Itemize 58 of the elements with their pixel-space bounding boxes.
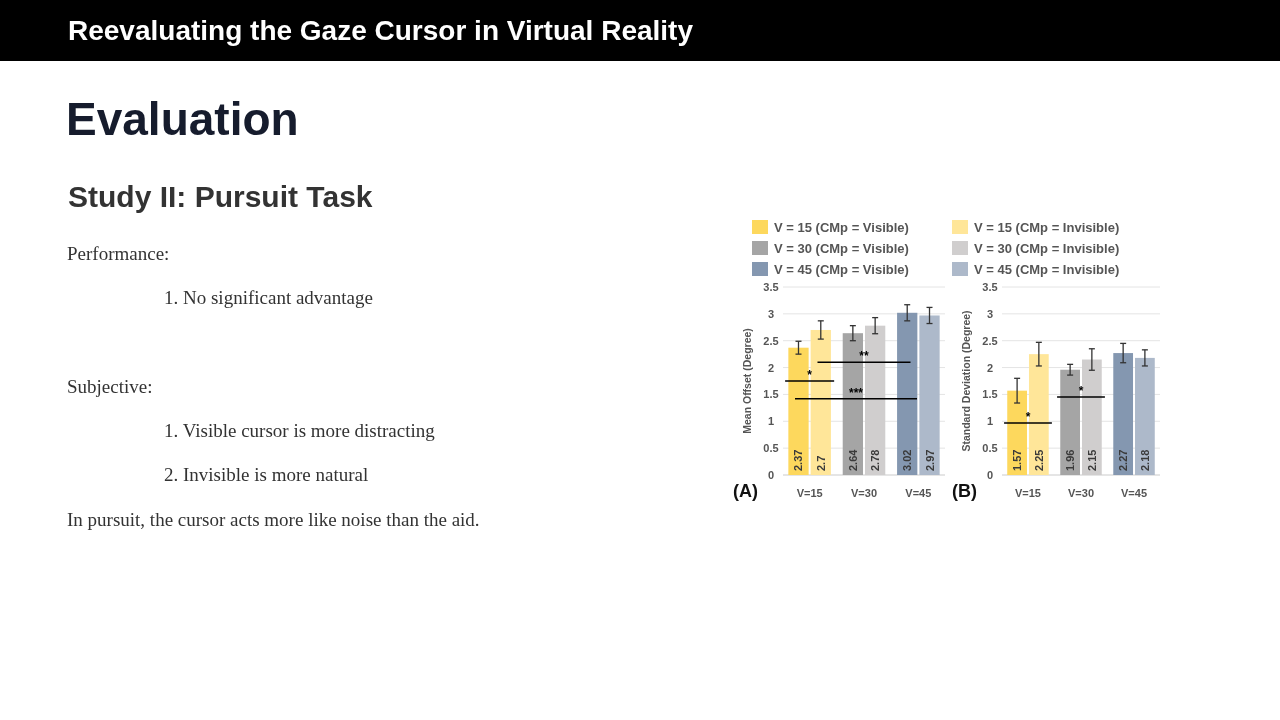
text: Study II: Pursuit Task <box>68 180 373 213</box>
x-tick-label: V=30 <box>851 487 877 499</box>
y-tick-label: 2 <box>767 361 775 374</box>
x-tick-label: V=30 <box>1068 487 1094 499</box>
text: 1. No significant advantage <box>164 287 373 308</box>
y-tick-label: 0 <box>986 469 994 481</box>
legend-label: V = 30 (CMp = Invisible) <box>974 241 1120 256</box>
data-label: 1.57 <box>1011 449 1024 471</box>
y-tick-label: 0.5 <box>982 442 998 455</box>
legend-label: V = 15 (CMp = Visible) <box>774 220 909 235</box>
y-tick-label: 1 <box>767 415 775 428</box>
text: Evaluation <box>66 93 299 145</box>
annotation: ** <box>859 349 869 364</box>
y-tick-label: 3.5 <box>763 281 779 293</box>
x-tick-label: V=15 <box>796 487 823 499</box>
y-tick-label: 1.5 <box>982 388 998 401</box>
data-label: 2.97 <box>923 449 936 471</box>
text: In pursuit, the cursor acts more like noise than the aid. <box>67 509 480 530</box>
data-label: 2.78 <box>869 449 882 471</box>
data-label: 2.25 <box>1032 449 1045 471</box>
y-tick-label: 3 <box>986 307 994 320</box>
y-tick-label: 3.5 <box>982 281 998 293</box>
legend-label: V = 15 (CMp = Invisible) <box>974 220 1120 235</box>
y-tick-label: 2.5 <box>982 334 998 347</box>
text: Performance: <box>67 243 170 264</box>
annotation: * <box>1025 409 1031 424</box>
data-label: 2.18 <box>1138 449 1151 471</box>
y-axis-title: Mean Offset (Degree) <box>741 328 753 434</box>
y-axis-title: Standard Deviation (Degree) <box>960 310 972 452</box>
data-label: 2.7 <box>814 455 827 471</box>
data-label: 1.96 <box>1064 449 1077 471</box>
x-tick-label: V=45 <box>1121 487 1148 499</box>
legend-label: V = 45 (CMp = Visible) <box>774 262 909 277</box>
annotation: * <box>1078 384 1084 399</box>
data-label: 2.27 <box>1117 449 1130 471</box>
text: (A) <box>733 481 758 501</box>
x-tick-label: V=45 <box>905 487 932 499</box>
legend-label: V = 30 (CMp = Visible) <box>774 241 909 256</box>
y-tick-label: 2.5 <box>763 334 779 347</box>
annotation: * <box>807 368 813 382</box>
text: Subjective: <box>67 376 153 397</box>
y-tick-label: 1 <box>986 415 994 428</box>
data-label: 2.64 <box>846 448 859 471</box>
y-tick-label: 2 <box>986 361 994 374</box>
text: (B) <box>952 481 977 501</box>
x-tick-label: V=15 <box>1014 487 1041 499</box>
text: Reevaluating the Gaze Cursor in Virtual Reality <box>68 15 694 46</box>
y-tick-label: 1.5 <box>763 388 779 401</box>
legend-label: V = 45 (CMp = Invisible) <box>974 262 1120 277</box>
data-label: 3.02 <box>901 449 914 471</box>
text: 1. Visible cursor is more distracting <box>164 420 436 441</box>
ref-line-label: *** <box>848 385 864 400</box>
y-tick-label: 0.5 <box>763 442 779 455</box>
data-label: 2.37 <box>792 449 805 471</box>
data-label: 2.15 <box>1085 449 1098 471</box>
y-tick-label: 3 <box>767 307 775 320</box>
text: 2. Invisible is more natural <box>164 464 369 485</box>
y-tick-label: 0 <box>767 469 775 481</box>
